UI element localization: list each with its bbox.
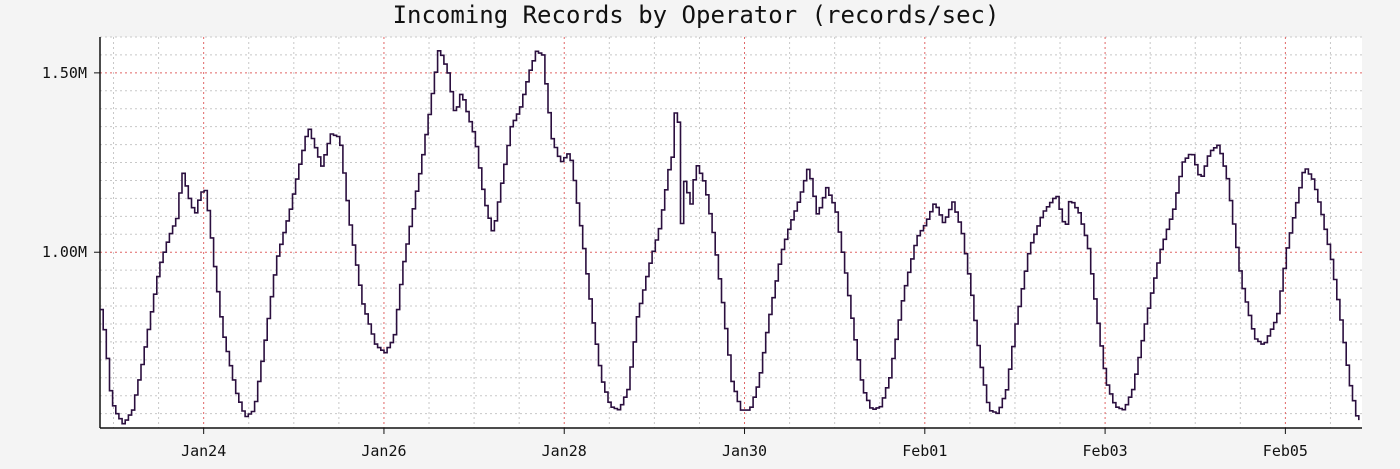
axis-layer bbox=[94, 37, 1362, 434]
x-tick-label: Jan26 bbox=[361, 442, 406, 460]
x-tick-label: Jan30 bbox=[722, 442, 767, 460]
y-tick-label: 1.00M bbox=[42, 243, 87, 261]
x-tick-label: Feb03 bbox=[1083, 442, 1128, 460]
series-line bbox=[100, 50, 1360, 425]
x-tick-label: Jan24 bbox=[181, 442, 226, 460]
y-tick-label: 1.50M bbox=[42, 64, 87, 82]
x-tick-label: Jan28 bbox=[542, 442, 587, 460]
x-tick-label: Feb01 bbox=[902, 442, 947, 460]
x-tick-label: Feb05 bbox=[1263, 442, 1308, 460]
tick-label-layer: Jan24 Jan26 Jan28 Jan30 Feb01 Feb03 Feb05 1.00M… bbox=[42, 64, 1308, 460]
chart-title: Incoming Records by Operator (records/se… bbox=[393, 1, 1000, 29]
series-layer bbox=[100, 50, 1360, 425]
